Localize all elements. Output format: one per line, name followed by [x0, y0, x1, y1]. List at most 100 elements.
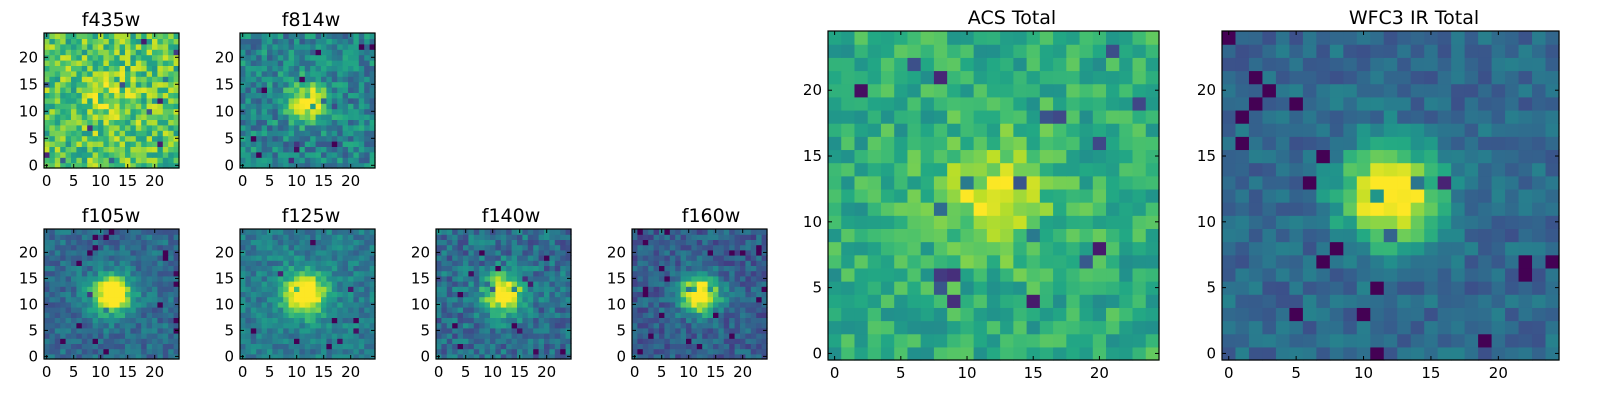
image-pixel	[867, 83, 882, 98]
image-pixel	[358, 307, 365, 313]
image-pixel	[71, 301, 77, 308]
image-pixel	[527, 307, 534, 313]
image-pixel	[1053, 215, 1067, 229]
image-pixel	[261, 301, 268, 308]
image-pixel	[353, 135, 360, 142]
image-pixel	[565, 281, 572, 287]
image-pixel	[65, 286, 72, 292]
image-pixel	[669, 333, 676, 339]
image-pixel	[880, 320, 895, 335]
image-pixel	[353, 157, 360, 164]
image-pixel	[152, 49, 158, 56]
image-pixel	[108, 312, 115, 318]
image-pixel	[277, 103, 284, 110]
image-pixel	[1092, 188, 1107, 203]
image-pixel	[76, 265, 83, 272]
image-pixel	[146, 317, 153, 324]
image-pixel	[304, 317, 311, 324]
image-pixel	[261, 239, 268, 246]
image-pixel	[468, 291, 475, 298]
image-pixel	[1000, 31, 1014, 45]
image-pixel	[358, 162, 365, 169]
image-pixel	[130, 81, 137, 88]
image-pixel	[1397, 175, 1412, 190]
image-pixel	[1505, 175, 1520, 190]
image-pixel	[299, 38, 306, 45]
image-pixel	[894, 83, 909, 98]
image-pixel	[1532, 215, 1547, 229]
image-pixel	[60, 291, 67, 298]
image-pixel	[718, 301, 725, 308]
image-pixel	[272, 97, 279, 104]
image-pixel	[549, 338, 556, 344]
image-pixel	[1464, 267, 1479, 282]
image-pixel	[283, 281, 290, 287]
image-pixel	[173, 286, 180, 292]
image-pixel	[1235, 162, 1250, 177]
image-pixel	[141, 76, 148, 83]
image-pixel	[659, 333, 665, 339]
image-pixel	[245, 65, 252, 72]
image-pixel	[637, 286, 644, 292]
image-pixel	[1106, 96, 1120, 111]
image-pixel	[342, 92, 349, 99]
image-pixel	[168, 348, 175, 355]
image-pixel	[734, 244, 741, 251]
image-pixel	[468, 270, 475, 277]
image-pixel	[1248, 202, 1264, 216]
image-pixel	[933, 109, 948, 124]
image-pixel	[294, 239, 300, 246]
image-pixel	[277, 114, 284, 120]
image-pixel	[1013, 320, 1028, 335]
image-pixel	[1275, 228, 1290, 243]
image-pixel	[272, 281, 279, 287]
image-pixel	[1053, 31, 1067, 45]
image-pixel	[267, 265, 273, 272]
image-pixel	[353, 239, 360, 246]
image-pixel	[358, 124, 365, 131]
image-pixel	[1545, 228, 1560, 243]
image-pixel	[723, 296, 730, 303]
image-pixel	[141, 60, 148, 66]
image-pixel	[173, 97, 180, 104]
image-pixel	[60, 162, 67, 169]
image-pixel	[71, 130, 77, 137]
image-pixel	[1026, 31, 1041, 45]
image-pixel	[294, 322, 300, 329]
image-pixel	[1039, 109, 1054, 124]
image-pixel	[92, 43, 99, 50]
image-pixel	[358, 103, 365, 110]
image-pixel	[894, 175, 909, 190]
image-pixel	[130, 343, 137, 350]
image-pixel	[533, 249, 540, 256]
image-pixel	[331, 265, 338, 272]
image-pixel	[342, 151, 349, 158]
image-pixel	[452, 301, 459, 308]
image-pixel	[1132, 123, 1147, 137]
image-pixel	[283, 229, 290, 235]
image-pixel	[256, 54, 263, 61]
image-pixel	[973, 149, 988, 164]
image-pixel	[702, 270, 709, 277]
image-pixel	[256, 239, 263, 246]
image-pixel	[54, 291, 61, 298]
image-pixel	[723, 229, 730, 235]
image-pixel	[152, 124, 158, 131]
image-pixel	[1437, 267, 1452, 282]
image-pixel	[854, 281, 869, 295]
image-pixel	[141, 33, 148, 39]
image-pixel	[157, 307, 164, 313]
image-pixel	[87, 275, 94, 282]
image-pixel	[729, 260, 736, 266]
image-pixel	[1343, 215, 1358, 229]
image-pixel	[1262, 175, 1277, 190]
image-pixel	[707, 327, 714, 334]
image-pixel	[1478, 294, 1493, 308]
x-tick-label: 20	[145, 172, 164, 190]
image-pixel	[554, 255, 561, 261]
image-pixel	[880, 333, 895, 348]
image-pixel	[65, 244, 72, 251]
image-pixel	[642, 317, 649, 324]
image-pixel	[353, 38, 360, 45]
image-pixel	[920, 123, 935, 137]
